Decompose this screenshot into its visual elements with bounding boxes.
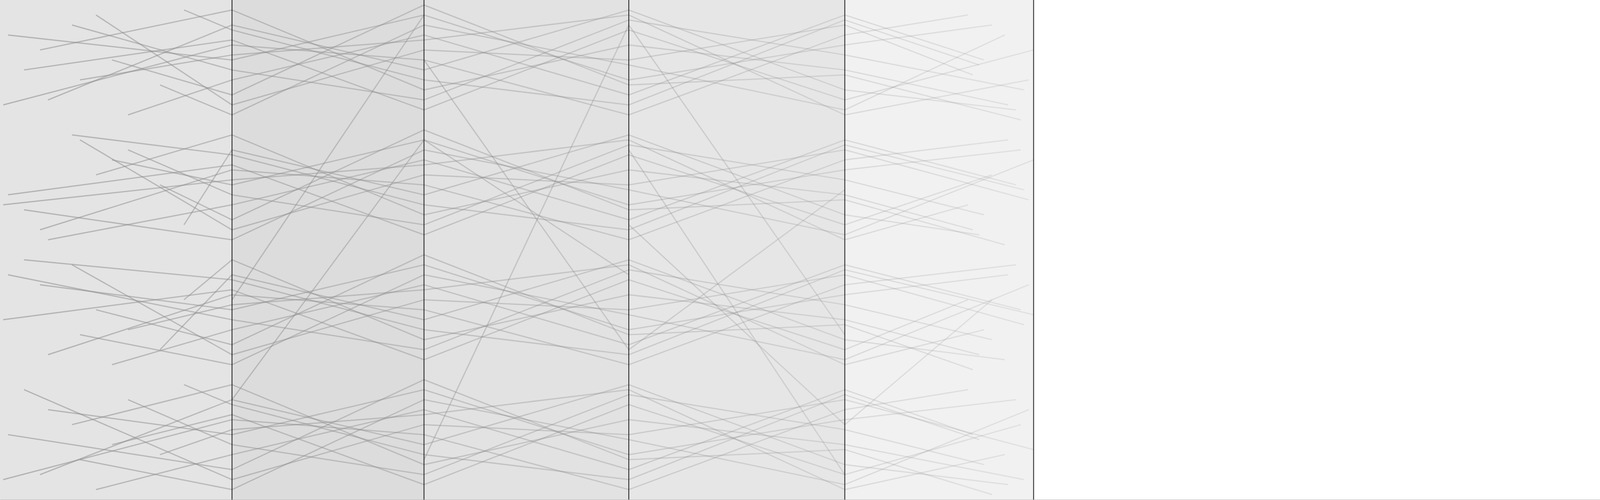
data-line [127, 264, 984, 365]
data-line [72, 384, 1025, 480]
data-line [3, 15, 969, 115]
lines [3, 5, 1034, 495]
grid [232, 0, 1034, 500]
x-axis-line [0, 499, 1600, 500]
grid-line [231, 0, 233, 500]
data-line [232, 15, 425, 300]
data-line [184, 135, 980, 235]
data-line [24, 30, 1034, 110]
grid-line [423, 0, 425, 500]
data-line [72, 264, 1025, 355]
chart [0, 0, 1600, 500]
grid-line [844, 0, 846, 500]
data-line [112, 140, 1021, 205]
data-line [127, 15, 984, 115]
data-line [112, 264, 1021, 365]
column-backgrounds [0, 0, 1034, 500]
data-line [80, 140, 1029, 230]
data-line [95, 389, 973, 490]
data-line [24, 150, 1034, 240]
data-line [127, 145, 984, 225]
data-line [424, 25, 845, 460]
grid-line [628, 0, 630, 500]
data-line [80, 15, 1029, 115]
x-axis [0, 499, 1600, 500]
data-line [424, 60, 845, 350]
data-line [184, 384, 980, 480]
data-line [40, 264, 1008, 330]
grid-line [1033, 0, 1035, 500]
data-line [232, 140, 629, 400]
data-line [3, 140, 969, 240]
data-line [628, 150, 845, 475]
data-line [80, 399, 1029, 490]
data-line [160, 130, 1005, 245]
column-background [424, 0, 630, 500]
data-line [628, 225, 993, 425]
data-line [184, 259, 980, 355]
data-line [184, 10, 980, 105]
data-line [80, 274, 1029, 365]
data-line [127, 394, 984, 475]
